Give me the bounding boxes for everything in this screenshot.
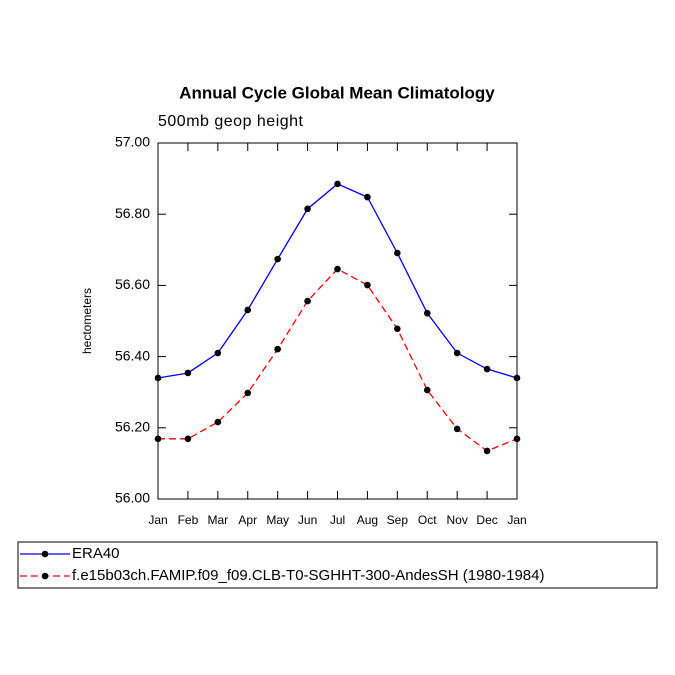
x-tick-label: Jan (507, 513, 526, 527)
data-point (154, 435, 162, 443)
data-point (304, 297, 311, 305)
data-point (244, 306, 252, 314)
x-tick-label: Aug (357, 513, 378, 527)
chart-title: Annual Cycle Global Mean Climatology (179, 83, 495, 102)
data-point (453, 349, 461, 357)
x-tick-label: Dec (476, 513, 497, 527)
data-point (483, 365, 491, 373)
y-tick-label: 56.60 (115, 276, 150, 292)
data-point (394, 325, 401, 333)
legend-marker (41, 572, 49, 580)
y-tick-label: 57.00 (115, 134, 150, 150)
plot-frame (157, 142, 518, 500)
data-point (483, 447, 491, 455)
data-point (453, 425, 461, 433)
x-tick-label: Sep (387, 513, 409, 527)
data-point (274, 345, 281, 353)
data-point (274, 255, 281, 263)
legend-marker (41, 550, 49, 558)
legend-box (17, 541, 658, 589)
legend-label: f.e15b03ch.FAMIP.f09_f09.CLB-T0-SGHHT-30… (72, 567, 544, 584)
data-point (394, 249, 401, 257)
data-point (334, 265, 341, 273)
data-point (184, 369, 192, 377)
y-tick-label: 56.20 (115, 419, 150, 435)
y-axis-label: hectometers (80, 288, 94, 354)
series-line (158, 268, 518, 452)
data-point (214, 418, 222, 426)
data-point (423, 309, 431, 317)
x-tick-label: Jan (148, 513, 167, 527)
data-point (513, 435, 521, 443)
data-point (364, 193, 371, 201)
x-tick-label: Jul (330, 513, 345, 527)
data-point (513, 374, 521, 382)
x-tick-label: May (266, 513, 289, 527)
y-tick-label: 56.40 (115, 347, 150, 363)
data-point (244, 389, 252, 397)
series-line (157, 183, 518, 379)
x-tick-label: Nov (446, 513, 467, 527)
data-point (214, 349, 222, 357)
x-tick-label: Feb (178, 513, 199, 527)
data-point (154, 374, 162, 382)
x-tick-label: Mar (207, 513, 228, 527)
x-tick-label: Oct (418, 513, 437, 527)
chart-subtitle: 500mb geop height (158, 113, 304, 130)
data-point (423, 386, 431, 394)
x-tick-label: Apr (238, 513, 257, 527)
y-tick-label: 56.80 (115, 205, 150, 221)
legend-label: ERA40 (72, 545, 120, 562)
y-tick-label: 56.00 (115, 490, 150, 506)
data-point (364, 281, 371, 289)
x-tick-label: Jun (298, 513, 317, 527)
data-point (304, 205, 311, 213)
data-point (184, 435, 192, 443)
data-point (334, 180, 341, 188)
